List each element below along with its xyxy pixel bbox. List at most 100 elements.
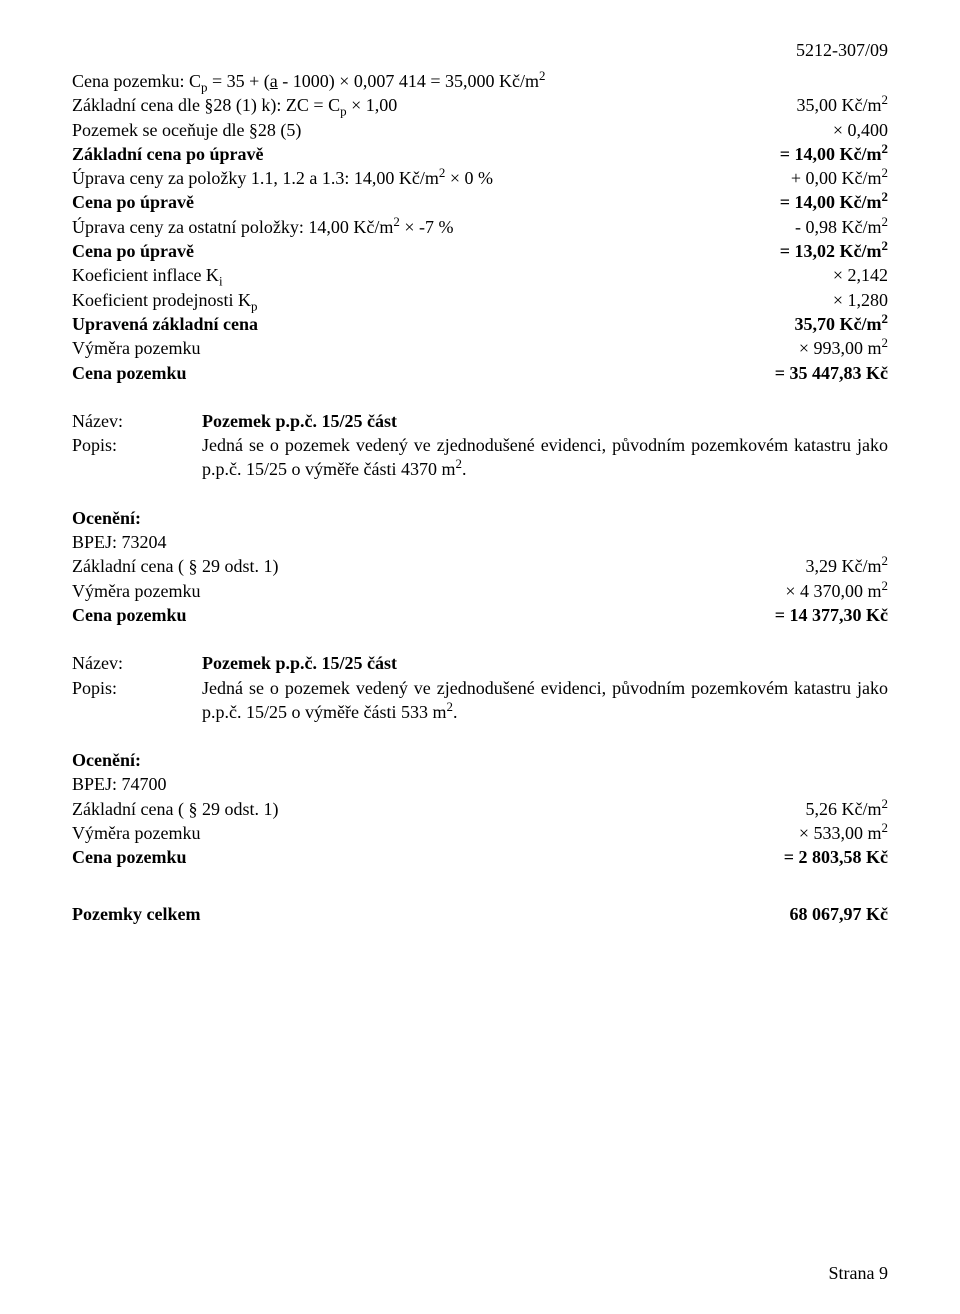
text: = 35 + ( — [207, 71, 269, 91]
text: × -7 % — [400, 217, 454, 237]
text: BPEJ: 73204 — [72, 530, 888, 554]
text: Jedná se o pozemek vedený ve zjednodušen… — [202, 435, 888, 479]
superscript: 2 — [882, 165, 888, 180]
value: = 2 803,58 Kč — [784, 845, 888, 869]
text: - 1000) × 0,007 414 = 35,000 Kč/m — [278, 71, 539, 91]
text: Úprava ceny za položky 1.1, 1.2 a 1.3: 1… — [72, 168, 439, 188]
nazev-label: Název: — [72, 409, 202, 433]
text: Koeficient inflace K — [72, 265, 219, 285]
text: Výměra pozemku — [72, 336, 799, 360]
value: × 4 370,00 m — [785, 581, 881, 601]
calc-line-4: Základní cena po úpravě = 14,00 Kč/m2 — [72, 142, 888, 166]
cena-pozemku-row: Cena pozemku = 2 803,58 Kč — [72, 845, 888, 869]
bpej-row: BPEJ: 74700 — [72, 772, 888, 796]
text: Pozemek se oceňuje dle §28 (5) — [72, 118, 833, 142]
popis-value: Jedná se o pozemek vedený ve zjednodušen… — [202, 676, 888, 725]
text: Cena po úpravě — [72, 190, 780, 214]
pozemky-celkem-row: Pozemky celkem 68 067,97 Kč — [72, 902, 888, 926]
text: Základní cena dle §28 (1) k): ZC = C — [72, 95, 340, 115]
text: Výměra pozemku — [72, 821, 799, 845]
popis-row: Popis: Jedná se o pozemek vedený ve zjed… — [72, 676, 888, 725]
text: Cena pozemku: C — [72, 71, 201, 91]
value: = 14,00 Kč/m — [780, 192, 882, 212]
value: × 1,280 — [833, 288, 888, 312]
nazev-value: Pozemek p.p.č. 15/25 část — [202, 651, 888, 675]
text: Upravená základní cena — [72, 312, 795, 336]
calc-line-12: Výměra pozemku × 993,00 m2 — [72, 336, 888, 360]
superscript: 2 — [882, 820, 888, 835]
superscript: 2 — [882, 92, 888, 107]
oceneni-heading: Ocenění: — [72, 506, 888, 530]
vymera-row: Výměra pozemku × 533,00 m2 — [72, 821, 888, 845]
value: 5,26 Kč/m — [806, 799, 882, 819]
value: = 13,02 Kč/m — [780, 241, 882, 261]
superscript: 2 — [882, 335, 888, 350]
text: Koeficient prodejnosti K — [72, 290, 251, 310]
text: . — [462, 459, 467, 479]
value: + 0,00 Kč/m — [791, 168, 882, 188]
page-number: Strana 9 — [829, 1263, 888, 1284]
text: Pozemky celkem — [72, 902, 790, 926]
text: Ocenění: — [72, 506, 888, 530]
superscript: 2 — [882, 578, 888, 593]
calc-line-11: Upravená základní cena 35,70 Kč/m2 — [72, 312, 888, 336]
text: . — [453, 702, 458, 722]
superscript: 2 — [882, 311, 888, 326]
value: × 533,00 m — [799, 823, 882, 843]
calc-line-5: Úprava ceny za položky 1.1, 1.2 a 1.3: 1… — [72, 166, 888, 190]
superscript: 2 — [882, 796, 888, 811]
superscript: 2 — [882, 141, 888, 156]
text: Jedná se o pozemek vedený ve zjednodušen… — [202, 678, 888, 722]
calc-line-1: Cena pozemku: Cp = 35 + (a - 1000) × 0,0… — [72, 69, 888, 93]
value: × 0,400 — [833, 118, 888, 142]
text: Ocenění: — [72, 748, 888, 772]
text: Základní cena ( § 29 odst. 1) — [72, 554, 806, 578]
text: Výměra pozemku — [72, 579, 785, 603]
calc-line-9: Koeficient inflace Ki × 2,142 — [72, 263, 888, 287]
value: 35,70 Kč/m — [795, 314, 882, 334]
vymera-row: Výměra pozemku × 4 370,00 m2 — [72, 579, 888, 603]
superscript: 2 — [882, 553, 888, 568]
text: Cena pozemku — [72, 361, 775, 385]
calc-line-13: Cena pozemku = 35 447,83 Kč — [72, 361, 888, 385]
text: Základní cena po úpravě — [72, 142, 780, 166]
superscript: 2 — [539, 68, 545, 83]
text: × 1,00 — [347, 95, 398, 115]
value: = 35 447,83 Kč — [775, 361, 888, 385]
superscript: 2 — [882, 214, 888, 229]
cena-pozemku-row: Cena pozemku = 14 377,30 Kč — [72, 603, 888, 627]
value: 68 067,97 Kč — [790, 902, 889, 926]
underline-a: a — [270, 71, 278, 91]
text: Cena po úpravě — [72, 239, 780, 263]
nazev-label: Název: — [72, 651, 202, 675]
value: × 2,142 — [833, 263, 888, 287]
popis-value: Jedná se o pozemek vedený ve zjednodušen… — [202, 433, 888, 482]
zc-row: Základní cena ( § 29 odst. 1) 5,26 Kč/m2 — [72, 797, 888, 821]
nazev-value: Pozemek p.p.č. 15/25 část — [202, 409, 888, 433]
calc-line-2: Základní cena dle §28 (1) k): ZC = Cp × … — [72, 93, 888, 117]
value: 3,29 Kč/m — [806, 556, 882, 576]
popis-label: Popis: — [72, 676, 202, 725]
text: × 0 % — [445, 168, 493, 188]
text: BPEJ: 74700 — [72, 772, 888, 796]
superscript: 2 — [882, 238, 888, 253]
zc-row: Základní cena ( § 29 odst. 1) 3,29 Kč/m2 — [72, 554, 888, 578]
value: - 0,98 Kč/m — [795, 217, 881, 237]
page: 5212-307/09 Cena pozemku: Cp = 35 + (a -… — [0, 0, 960, 1314]
nazev-row: Název: Pozemek p.p.č. 15/25 část — [72, 651, 888, 675]
value: = 14 377,30 Kč — [775, 603, 888, 627]
text: Cena pozemku — [72, 603, 775, 627]
calc-line-3: Pozemek se oceňuje dle §28 (5) × 0,400 — [72, 118, 888, 142]
header-code: 5212-307/09 — [72, 40, 888, 61]
calc-line-6: Cena po úpravě = 14,00 Kč/m2 — [72, 190, 888, 214]
value: × 993,00 m — [799, 338, 882, 358]
calc-line-7: Úprava ceny za ostatní položky: 14,00 Kč… — [72, 215, 888, 239]
popis-label: Popis: — [72, 433, 202, 482]
oceneni-heading: Ocenění: — [72, 748, 888, 772]
text: Základní cena ( § 29 odst. 1) — [72, 797, 806, 821]
popis-row: Popis: Jedná se o pozemek vedený ve zjed… — [72, 433, 888, 482]
text: Úprava ceny za ostatní položky: 14,00 Kč… — [72, 217, 393, 237]
value: = 14,00 Kč/m — [780, 144, 882, 164]
calc-line-10: Koeficient prodejnosti Kp × 1,280 — [72, 288, 888, 312]
text: Cena pozemku — [72, 845, 784, 869]
